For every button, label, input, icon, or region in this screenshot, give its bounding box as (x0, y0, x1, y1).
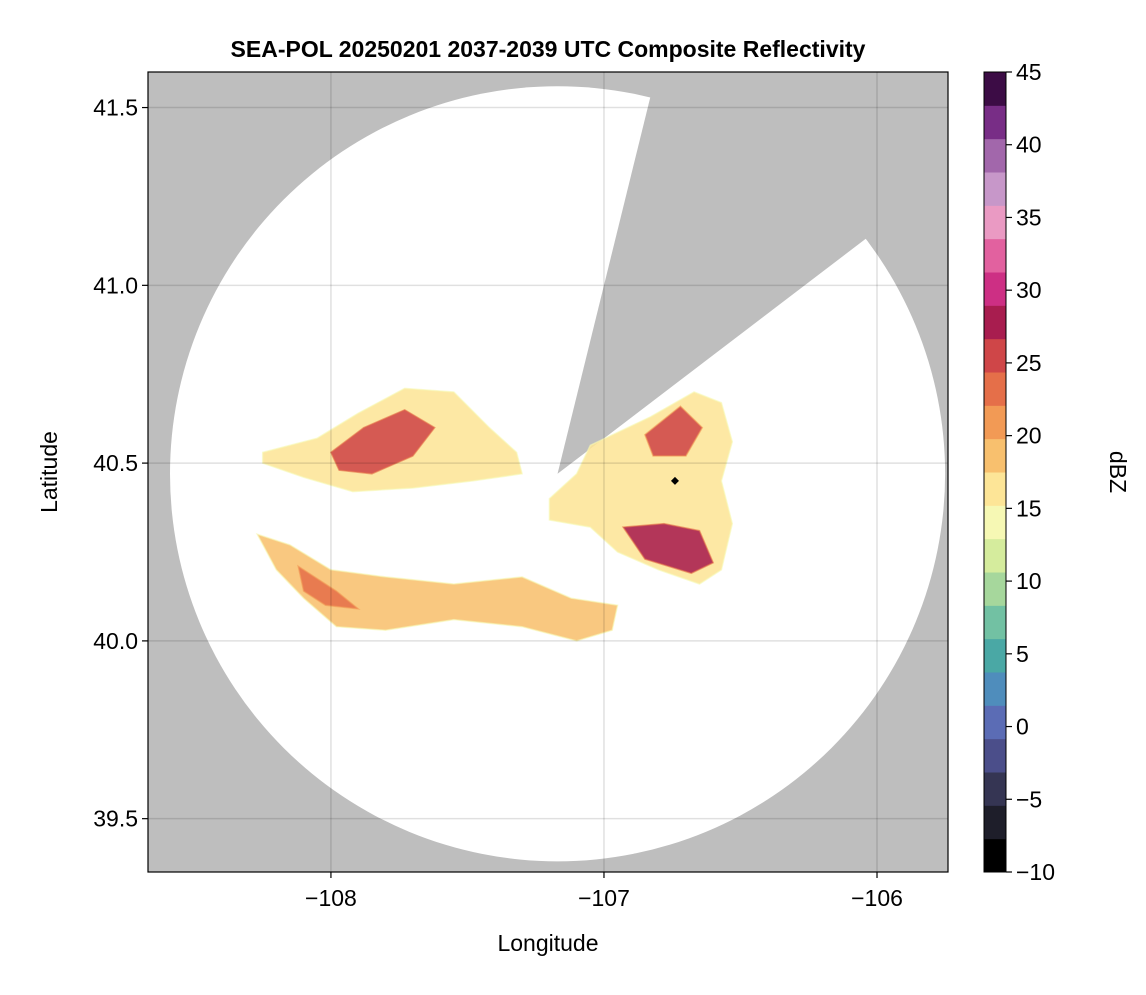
y-tick-label: 40.0 (93, 628, 138, 654)
x-tick-label: −108 (305, 885, 357, 911)
x-tick-label: −107 (578, 885, 630, 911)
colorbar-swatch (984, 672, 1006, 706)
colorbar-swatch (984, 538, 1006, 573)
y-axis: 39.5 40.0 40.5 41.0 41.5 (93, 95, 148, 832)
y-tick-label: 40.5 (93, 450, 138, 476)
gridlines (148, 72, 948, 872)
colorbar-tick-label: 25 (1016, 350, 1042, 376)
plot-area (148, 72, 948, 872)
colorbar-swatch (984, 272, 1006, 306)
colorbar-tick-label: −5 (1016, 786, 1042, 812)
echo-region-northwest-core (329, 408, 436, 475)
colorbar-frame (983, 71, 1007, 873)
colorbar-tick-label: 0 (1016, 714, 1029, 740)
colorbar-swatch (984, 705, 1006, 740)
colorbar-swatch (984, 438, 1006, 473)
y-tick-label: 41.5 (93, 95, 138, 121)
colorbar-tick-label: 5 (1016, 641, 1029, 667)
colorbar-swatch (984, 305, 1006, 340)
site-marker (670, 476, 679, 485)
colorbar-swatch (984, 772, 1006, 806)
echo-region-south-core (297, 564, 361, 610)
colorbar-tick-label: 35 (1016, 204, 1042, 230)
colorbar-tick-label: 40 (1016, 132, 1042, 158)
colorbar-swatch (984, 472, 1006, 506)
colorbar-swatch (984, 338, 1006, 373)
colorbar-swatch (984, 738, 1006, 773)
x-axis: −108 −107 −106 (305, 872, 903, 911)
y-tick-label: 41.0 (93, 272, 138, 298)
colorbar-tick-label: 30 (1016, 277, 1042, 303)
plot-frame (147, 71, 949, 873)
x-axis-label: Longitude (497, 930, 598, 956)
colorbar-swatch (984, 805, 1006, 840)
colorbar-tick-label: 45 (1016, 59, 1042, 85)
y-tick-label: 39.5 (93, 806, 138, 832)
y-axis-label: Latitude (36, 431, 62, 513)
x-tick-label: −106 (851, 885, 903, 911)
colorbar-swatch (984, 638, 1006, 673)
echo-region-east-north-core (644, 405, 704, 457)
colorbar-swatch (984, 138, 1006, 173)
colorbar-swatch (984, 238, 1006, 273)
colorbar-tick-label: 10 (1016, 568, 1042, 594)
echo-region-east-core (621, 522, 715, 575)
colorbar-swatch (984, 572, 1006, 606)
colorbar-tick-label: 20 (1016, 423, 1042, 449)
colorbar-swatch (984, 205, 1006, 240)
colorbar-swatch (984, 72, 1006, 106)
colorbar-tick-label: −10 (1016, 859, 1055, 885)
colorbar-tick-label: 15 (1016, 495, 1042, 521)
colorbar-swatch (984, 838, 1006, 873)
colorbar-swatch (984, 105, 1006, 140)
colorbar-swatch (984, 405, 1006, 440)
echo-region-south-band (255, 532, 619, 642)
colorbar-label: dBZ (1105, 451, 1131, 493)
blocked-sector (557, 72, 948, 474)
colorbar: −10 −5 0 5 10 15 20 25 30 35 40 45 (983, 59, 1055, 885)
chart-title: SEA-POL 20250201 2037-2039 UTC Composite… (231, 36, 866, 62)
colorbar-swatch (984, 605, 1006, 640)
colorbar-swatch (984, 372, 1006, 406)
colorbar-swatch (984, 505, 1006, 540)
colorbar-swatch (984, 172, 1006, 206)
